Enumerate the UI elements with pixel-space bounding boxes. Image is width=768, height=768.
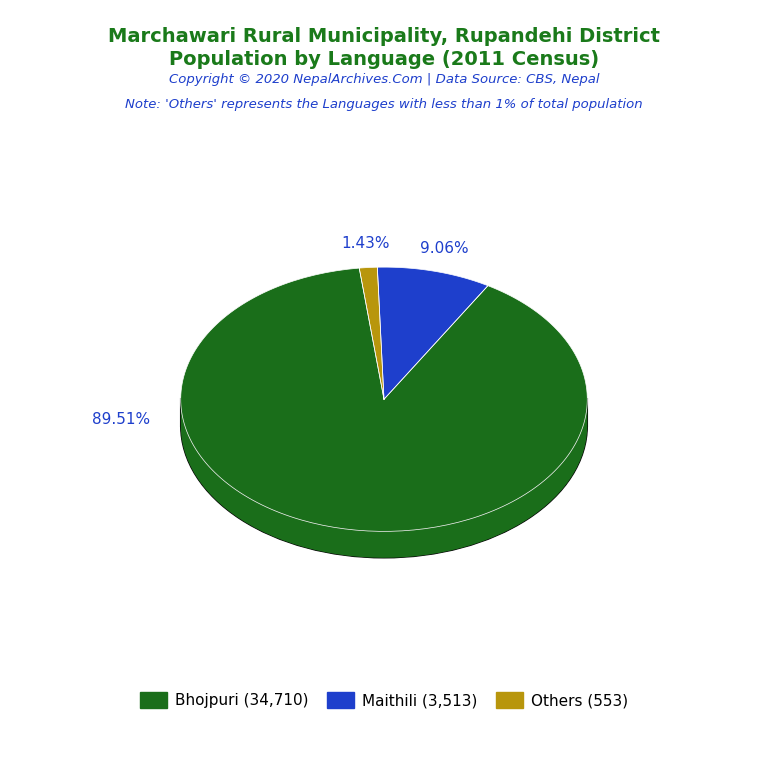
Text: 89.51%: 89.51% [92,412,151,426]
Legend: Bhojpuri (34,710), Maithili (3,513), Others (553): Bhojpuri (34,710), Maithili (3,513), Oth… [134,686,634,714]
Polygon shape [180,398,588,558]
Polygon shape [359,267,384,399]
Polygon shape [180,268,588,531]
Text: 1.43%: 1.43% [341,237,389,251]
Ellipse shape [180,293,588,558]
Text: Marchawari Rural Municipality, Rupandehi District: Marchawari Rural Municipality, Rupandehi… [108,27,660,46]
Polygon shape [180,399,588,558]
Text: Copyright © 2020 NepalArchives.Com | Data Source: CBS, Nepal: Copyright © 2020 NepalArchives.Com | Dat… [169,73,599,86]
Text: Note: 'Others' represents the Languages with less than 1% of total population: Note: 'Others' represents the Languages … [125,98,643,111]
Text: 9.06%: 9.06% [419,240,468,256]
Text: Population by Language (2011 Census): Population by Language (2011 Census) [169,50,599,69]
Polygon shape [377,267,488,399]
